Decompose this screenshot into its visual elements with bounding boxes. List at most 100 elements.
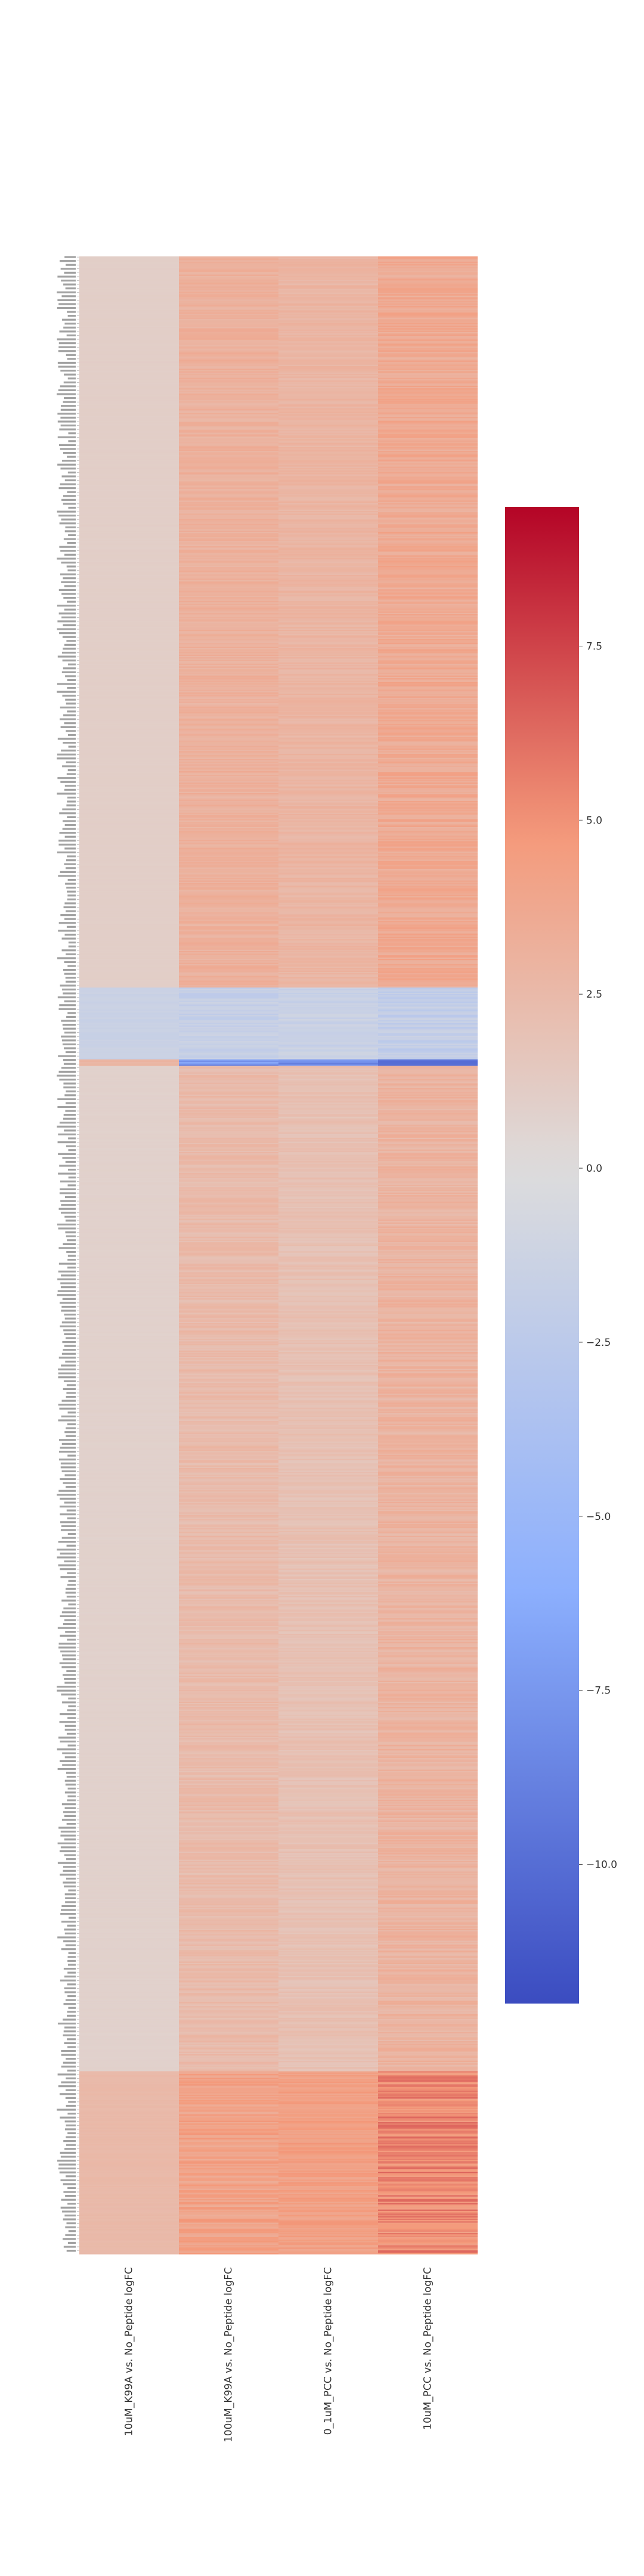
heatmap-cell [79, 1488, 179, 1491]
heatmap-cell [79, 1448, 179, 1450]
heatmap-cell [378, 459, 478, 461]
heatmap-cell [378, 1231, 478, 1234]
heatmap-cell [179, 743, 278, 745]
heatmap-cell [79, 815, 179, 817]
heatmap-cell [278, 763, 378, 765]
heatmap-cell [179, 606, 278, 608]
heatmap-cell [179, 420, 278, 423]
heatmap-cell [378, 904, 478, 906]
heatmap-cell [278, 1217, 378, 1219]
heatmap-cell [79, 931, 179, 933]
heatmap-cell [179, 1781, 278, 1784]
heatmap-cell [278, 1590, 378, 1593]
heatmap-cell [79, 1465, 179, 1467]
heatmap-cell [378, 1085, 478, 1088]
heatmap-cell [179, 1703, 278, 1705]
heatmap-cell [79, 1802, 179, 1804]
heatmap-cell [378, 496, 478, 499]
heatmap-cell [79, 1015, 179, 1017]
heatmap-cell [79, 585, 179, 587]
heatmap-cell [378, 498, 478, 500]
heatmap-cell [278, 656, 378, 658]
heatmap-cell [378, 1125, 478, 1126]
heatmap-cell [179, 1563, 278, 1565]
heatmap-cell [378, 991, 478, 993]
heatmap-cell [378, 426, 478, 428]
heatmap-cell [79, 384, 179, 386]
heatmap-cell [378, 1174, 478, 1176]
heatmap-cell [278, 321, 378, 324]
heatmap-cell [79, 1041, 179, 1043]
heatmap-cell [378, 1064, 478, 1067]
heatmap-cell [378, 1528, 478, 1530]
heatmap-cell [278, 559, 378, 561]
heatmap-cell [278, 653, 378, 655]
heatmap-cell [79, 1822, 179, 1824]
heatmap-cell [378, 1664, 478, 1666]
heatmap-cell [179, 574, 278, 575]
heatmap-cell [179, 1226, 278, 1228]
heatmap-cell [179, 1063, 278, 1065]
heatmap-cell [79, 1411, 179, 1414]
heatmap-cell [179, 1711, 278, 1713]
heatmap-cell [378, 1308, 478, 1311]
heatmap-cell [79, 651, 179, 653]
heatmap-cell [378, 1643, 478, 1645]
heatmap-cell [378, 738, 478, 740]
heatmap-cell [179, 472, 278, 474]
heatmap-cell [278, 1095, 378, 1098]
heatmap-cell [79, 923, 179, 925]
heatmap-cell [378, 1068, 478, 1070]
heatmap-cell [179, 546, 278, 548]
heatmap-cell [79, 1339, 179, 1340]
heatmap-cell [278, 1472, 378, 1474]
heatmap-cell [179, 1343, 278, 1346]
heatmap-cell [179, 426, 278, 428]
heatmap-cell [278, 1070, 378, 1072]
heatmap-cell [278, 1784, 378, 1786]
heatmap-cell [79, 1478, 179, 1481]
heatmap-cell [179, 1691, 278, 1693]
heatmap-cell [79, 1438, 179, 1440]
heatmap-cell [278, 598, 378, 600]
heatmap-cell [179, 1459, 278, 1461]
heatmap-cell [79, 1173, 179, 1175]
heatmap-cell [378, 716, 478, 718]
heatmap-cell [378, 1825, 478, 1828]
heatmap-cell [378, 465, 478, 467]
heatmap-cell [179, 942, 278, 944]
heatmap-cell [278, 748, 378, 751]
heatmap-cell [378, 798, 478, 800]
heatmap-cell [179, 888, 278, 890]
heatmap-cell [179, 1666, 278, 1668]
heatmap-cell [179, 952, 278, 954]
heatmap-cell [79, 474, 179, 476]
heatmap-cell [278, 1205, 378, 1208]
heatmap-cell [278, 1828, 378, 1830]
heatmap-cell [378, 1075, 478, 1077]
heatmap-cell [79, 561, 179, 562]
heatmap-cell [79, 1580, 179, 1582]
heatmap-cell [378, 969, 478, 971]
heatmap-cell [79, 391, 179, 393]
heatmap-cell [378, 931, 478, 933]
heatmap-cell [79, 1141, 179, 1144]
heatmap-cell [378, 1793, 478, 1795]
heatmap-cell [179, 1624, 278, 1627]
heatmap-cell [179, 791, 278, 794]
heatmap-cell [278, 696, 378, 698]
heatmap-cell [79, 971, 179, 974]
heatmap-cell [179, 1119, 278, 1122]
heatmap-cell [378, 1739, 478, 1742]
heatmap-cell [378, 807, 478, 809]
heatmap-cell [278, 354, 378, 357]
heatmap-cell [278, 709, 378, 711]
heatmap-cell [378, 1402, 478, 1405]
heatmap-cell [278, 296, 378, 299]
heatmap-cell [179, 720, 278, 722]
heatmap-cell [79, 1084, 179, 1086]
heatmap-cell [378, 1871, 478, 1874]
heatmap-cell [79, 258, 179, 259]
heatmap-cell [179, 1779, 278, 1781]
heatmap-cell [79, 1057, 179, 1058]
